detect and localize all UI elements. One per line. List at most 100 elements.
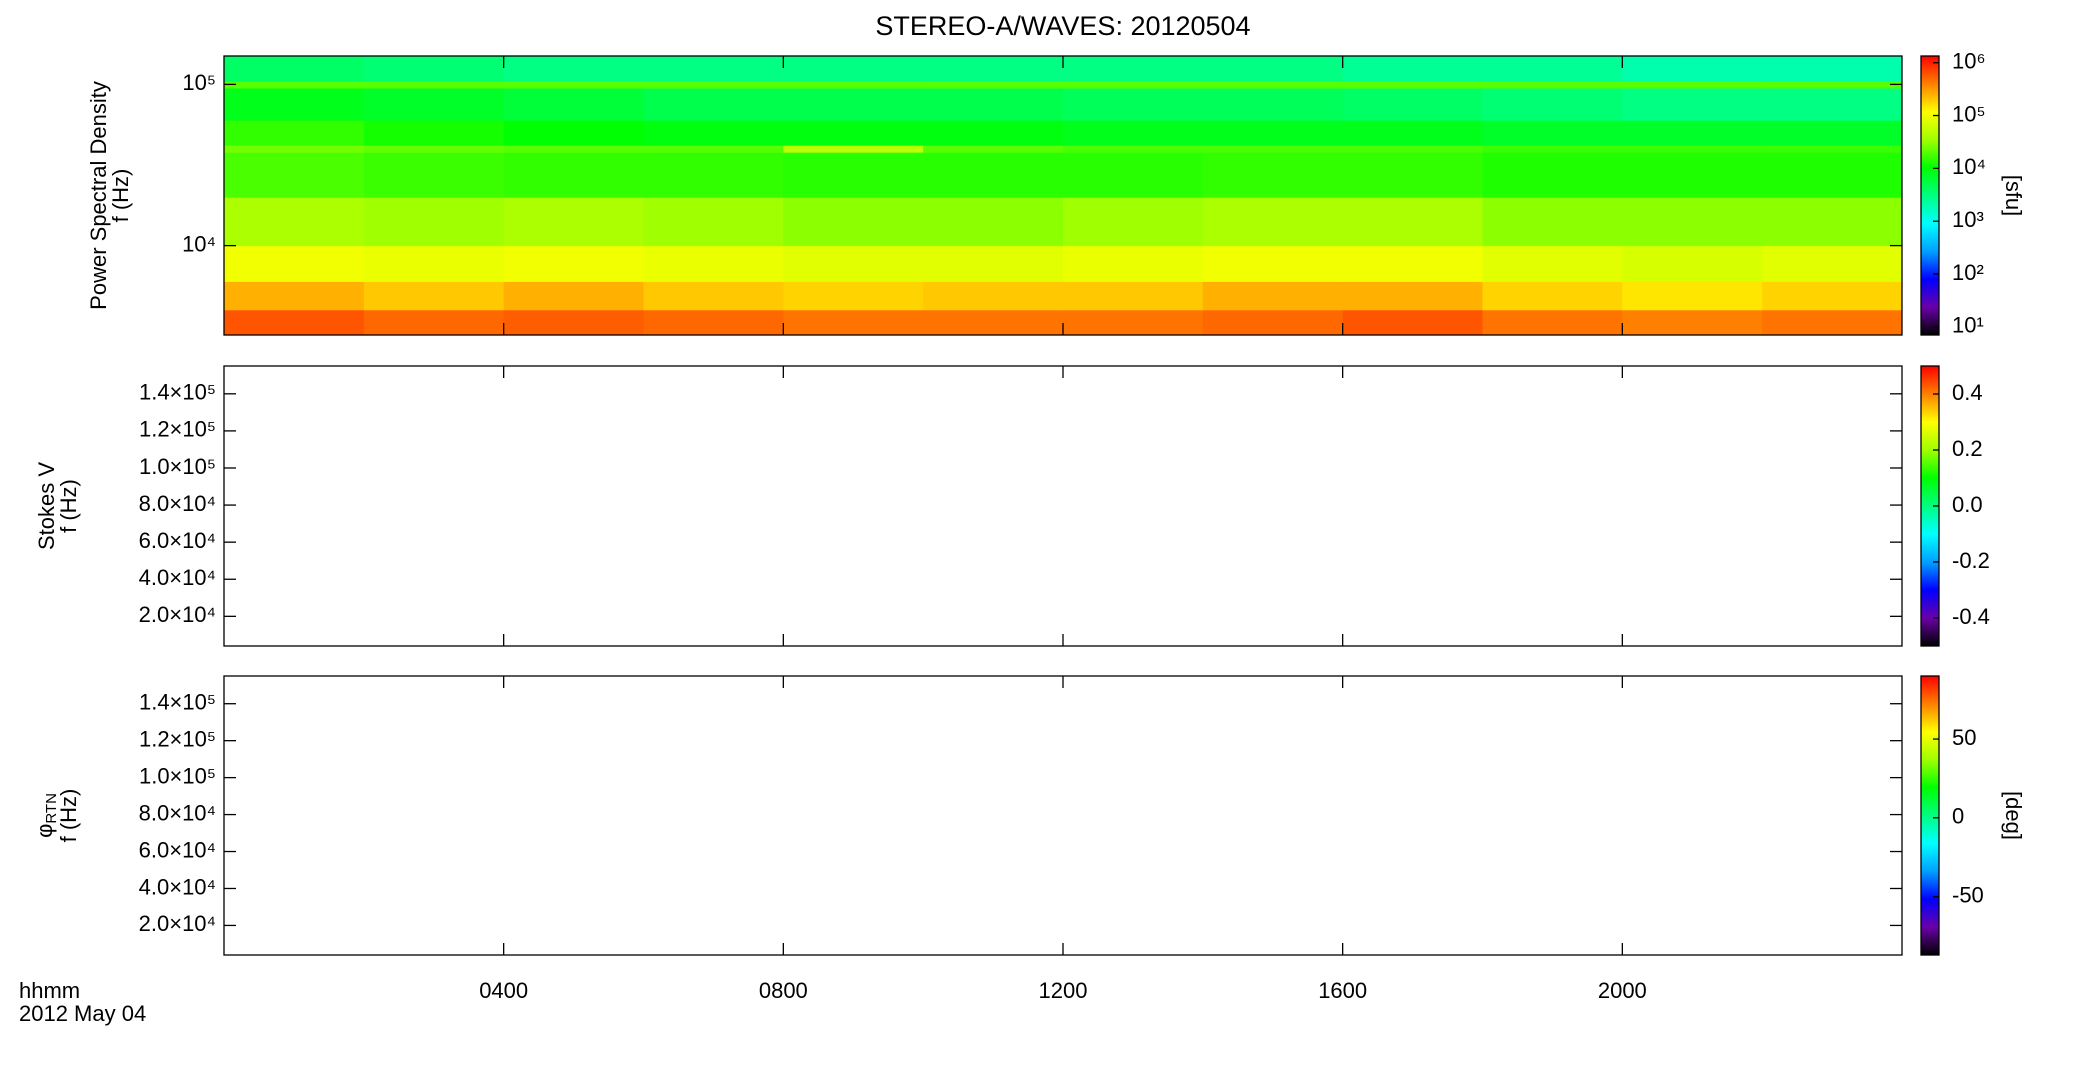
heat-cell (783, 281, 924, 311)
colorbar-tick-label: 10² (1952, 260, 1984, 285)
heat-cell (1063, 145, 1204, 153)
heat-cell (1762, 145, 1903, 153)
heat-cell (643, 80, 784, 89)
colorbar-tick-label: 0.0 (1952, 492, 1983, 517)
heat-cell (503, 56, 644, 82)
x-tick-label: 1600 (1318, 978, 1367, 1003)
y-axis-label: Power Spectral Density (86, 81, 111, 310)
heat-cell (783, 87, 924, 121)
colorbar-tick-label: -0.4 (1952, 604, 1990, 629)
colorbar-tick-label: 10⁶ (1952, 49, 1986, 74)
heat-cell (363, 152, 505, 198)
y-tick-label: 1.0×10⁵ (139, 454, 216, 479)
colorbar-tick-label: 10⁴ (1952, 154, 1986, 179)
heat-cell (1202, 152, 1344, 198)
x-axis-label: hhmm (19, 978, 80, 1003)
colorbar-tick-label: 0 (1952, 804, 1964, 829)
colorbar-tick-label: 10³ (1952, 207, 1984, 232)
heat-cell (783, 56, 924, 82)
heat-cell (1622, 87, 1763, 121)
heat-cell (1202, 281, 1344, 311)
heat-cell (1762, 56, 1903, 82)
colorbar-tick-label: 0.2 (1952, 436, 1983, 461)
y-axis-label: φRTN (32, 793, 60, 838)
y-axis-symbol: φ (32, 824, 57, 838)
heat-cell (224, 245, 365, 282)
y-tick-label: 8.0×10⁴ (139, 800, 216, 825)
colorbar-label: [sfu] (2001, 175, 2026, 217)
y-tick-label: 1.0×10⁵ (139, 763, 216, 788)
heat-cell (1482, 245, 1623, 282)
colorbar-tick-label: 50 (1952, 725, 1976, 750)
heat-cell (1622, 152, 1763, 198)
chart-title: STEREO-A/WAVES: 20120504 (875, 11, 1250, 41)
heat-cell (643, 120, 784, 146)
heat-cell (643, 56, 784, 82)
heat-cell (1342, 197, 1483, 247)
y-tick-label: 1.2×10⁵ (139, 417, 216, 442)
heat-cell (1622, 145, 1763, 153)
heat-cell (363, 245, 505, 282)
heat-cell (503, 309, 644, 336)
y-tick-label: 2.0×10⁴ (139, 911, 216, 936)
y-tick-label: 10⁵ (182, 70, 216, 95)
heat-cell (1762, 245, 1903, 282)
heat-cell (224, 309, 365, 336)
heat-cell (1622, 309, 1763, 336)
y-tick-label: 4.0×10⁴ (139, 874, 216, 899)
y-axis-label: Stokes V (34, 462, 59, 550)
heat-cell (923, 245, 1064, 282)
heat-cell (1622, 245, 1763, 282)
y-axis-label: f (Hz) (108, 169, 133, 223)
colorbar-label: [deg] (2001, 791, 2026, 840)
heat-cell (503, 120, 644, 146)
heat-cell (503, 152, 644, 198)
plot-frame (223, 365, 1903, 647)
heat-cell (1482, 145, 1623, 153)
heat-cell (643, 87, 784, 121)
heat-cell (1762, 197, 1903, 247)
heat-cell (363, 281, 505, 311)
heat-cell (1063, 87, 1204, 121)
y-tick-label: 4.0×10⁴ (139, 565, 216, 590)
heat-cell (1063, 245, 1204, 282)
y-tick-label: 6.0×10⁴ (139, 837, 216, 862)
heat-cell (1762, 309, 1903, 336)
y-tick-label: 6.0×10⁴ (139, 528, 216, 553)
heat-cell (224, 56, 365, 82)
y-tick-label: 1.4×10⁵ (139, 690, 216, 715)
heat-cell (923, 120, 1064, 146)
heat-cell (503, 80, 644, 89)
colorbar-tick-label: -0.2 (1952, 548, 1990, 573)
heat-cell (363, 87, 505, 121)
heat-cell (503, 197, 644, 247)
heat-cell (783, 120, 924, 146)
y-axis-label: f (Hz) (56, 789, 81, 843)
x-tick-label: 0400 (479, 978, 528, 1003)
heat-cell (1622, 80, 1763, 89)
heat-cell (224, 145, 365, 153)
heat-cell (1622, 281, 1763, 311)
heat-cell (224, 87, 365, 121)
heat-cell (1622, 197, 1763, 247)
heat-cell (1482, 309, 1623, 336)
heat-cell (1063, 309, 1204, 336)
heat-cell (1342, 309, 1483, 336)
y-tick-label: 2.0×10⁴ (139, 602, 216, 627)
heat-cell (1482, 197, 1623, 247)
heat-cell (923, 281, 1064, 311)
heat-cell (503, 245, 644, 282)
heat-cell (224, 281, 365, 311)
heat-cell (363, 309, 505, 336)
heat-cell (923, 87, 1064, 121)
heat-cell (503, 145, 644, 153)
heat-cell (1342, 281, 1483, 311)
heat-cell (1342, 245, 1483, 282)
heat-cell (643, 245, 784, 282)
y-tick-label: 10⁴ (182, 231, 216, 256)
heat-cell (1202, 87, 1344, 121)
y-tick-label: 1.2×10⁵ (139, 726, 216, 751)
heat-cell (783, 80, 924, 89)
colorbar-tick-label: 10⁵ (1952, 101, 1986, 126)
